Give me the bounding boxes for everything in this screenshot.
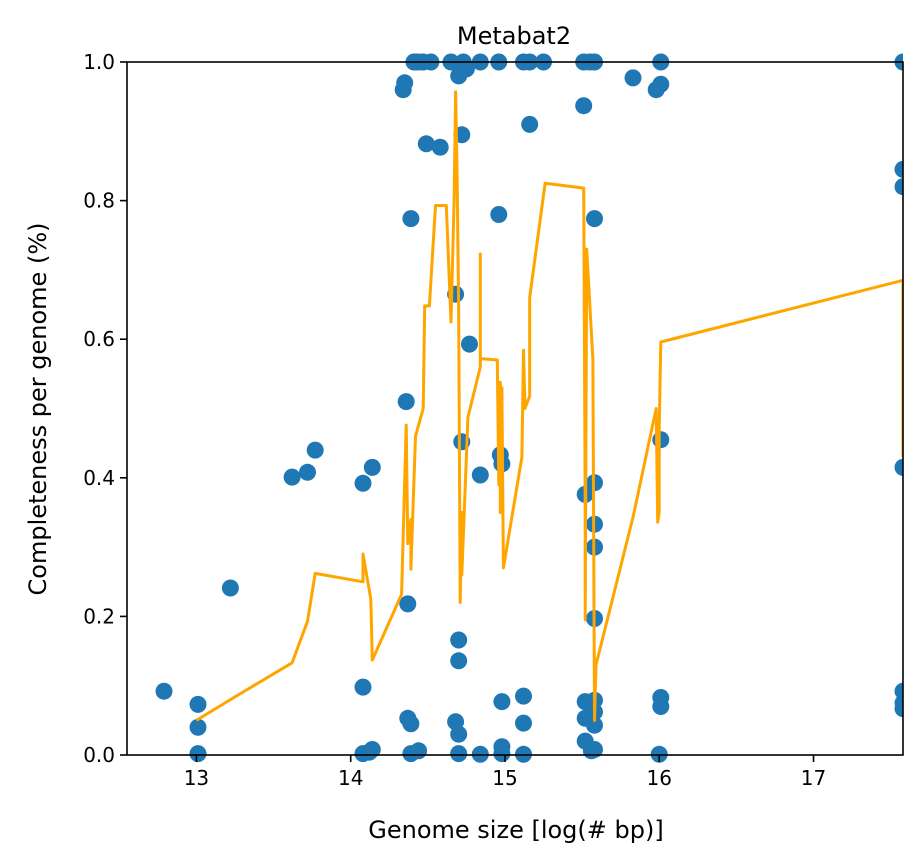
scatter-point: [221, 579, 239, 597]
scatter-point: [399, 595, 417, 613]
x-tick-label: 14: [338, 766, 363, 790]
scatter-point: [461, 335, 478, 353]
scatter-point: [471, 466, 489, 484]
scatter-point: [493, 693, 511, 711]
x-tick-label: 13: [184, 766, 209, 790]
scatter-point: [450, 725, 468, 743]
y-tick-label: 0.8: [83, 189, 115, 213]
scatter-point: [652, 431, 670, 449]
scatter-point: [515, 714, 532, 732]
y-axis-label: Completeness per genome (%): [24, 223, 52, 596]
scatter-point: [586, 210, 603, 228]
scatter-point: [354, 678, 372, 696]
scatter-point: [283, 468, 301, 486]
y-tick-label: 0.4: [83, 466, 115, 490]
scatter-point: [894, 178, 903, 196]
chart-title: Metabat2: [457, 22, 571, 50]
x-tick-label: 16: [647, 766, 672, 790]
scatter-point: [586, 741, 603, 758]
scatter-point: [493, 745, 511, 763]
scatter-point: [515, 687, 532, 705]
scatter-point: [652, 698, 670, 715]
scatter-point: [431, 138, 449, 156]
scatter-point: [450, 745, 468, 763]
scatter-point: [894, 160, 903, 178]
scatter-point: [575, 97, 593, 115]
y-tick-label: 0.2: [83, 604, 115, 628]
scatter-point: [402, 715, 420, 733]
scatter-point: [586, 716, 603, 734]
scatter-point: [402, 210, 420, 228]
scatter-point: [894, 700, 903, 718]
scatter-point: [490, 206, 508, 223]
scatter-point: [624, 69, 642, 87]
x-axis: 13 14 15 16 17: [184, 755, 826, 790]
scatter-point: [652, 75, 670, 93]
scatter-point: [457, 60, 475, 78]
scatter-point: [894, 458, 903, 476]
scatter-point: [354, 474, 372, 492]
y-tick-label: 1.0: [83, 50, 115, 74]
scatter-point: [306, 441, 324, 459]
x-axis-label: Genome size [log(# bp)]: [368, 816, 663, 844]
plot-area: [155, 53, 903, 763]
scatter-point: [397, 393, 415, 411]
scatter-point: [450, 652, 468, 670]
y-axis: 0.0 0.2 0.4 0.6 0.8 1.0: [83, 50, 127, 767]
scatter-point: [299, 463, 316, 481]
x-tick-label: 15: [492, 766, 517, 790]
scatter-point: [363, 741, 381, 758]
y-tick-label: 0.6: [83, 327, 115, 351]
scatter-point: [410, 742, 428, 760]
scatter-point: [450, 631, 468, 649]
scatter-point: [189, 745, 207, 763]
x-tick-label: 17: [801, 766, 826, 790]
scatter-point: [155, 682, 173, 700]
scatter-point: [396, 74, 414, 92]
scatter-point: [521, 115, 539, 133]
scatter-point: [189, 695, 207, 713]
y-tick-label: 0.0: [83, 743, 115, 767]
trend-line: [195, 90, 903, 722]
plot-frame: [126, 61, 904, 756]
scatter-point: [363, 458, 381, 476]
scatter-point: [189, 718, 207, 736]
scatter-point: [417, 135, 435, 153]
